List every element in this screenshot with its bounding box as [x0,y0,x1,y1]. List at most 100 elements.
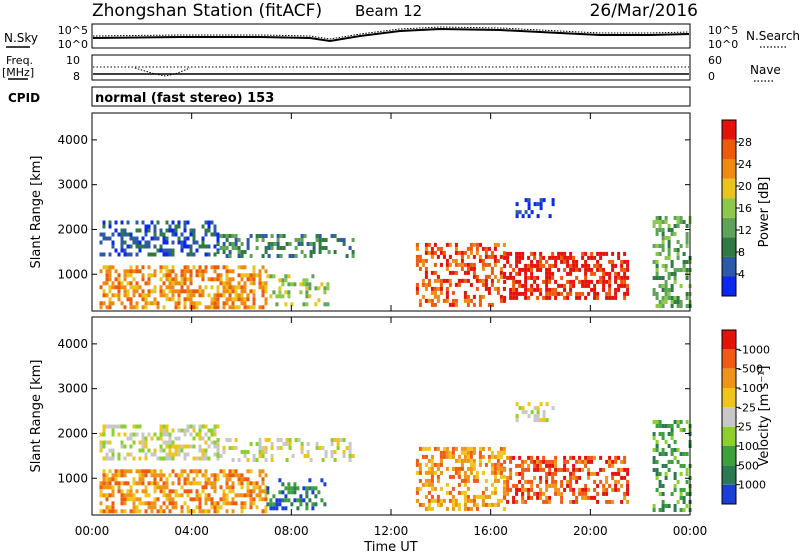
velocity-cell [153,505,157,510]
power-cell [168,285,172,290]
velocity-cell [506,455,510,460]
velocity-cell [261,454,265,458]
power-cell [261,238,265,242]
power-cell [222,301,226,306]
velocity-cell [679,496,683,500]
velocity-cell [144,509,148,514]
power-cell [667,292,671,296]
velocity-cell [165,477,169,482]
power-cell [451,302,455,307]
power-cell [309,242,313,246]
cpid-label: CPID [8,91,40,105]
velocity-cell [466,498,470,503]
velocity-cell [430,478,434,483]
power-cell [472,254,476,259]
velocity-cell [123,497,127,502]
velocity-cell [521,406,525,411]
velocity-cell [240,493,244,498]
power-cell [658,244,662,248]
power-cell [201,289,205,294]
velocity-cell [463,506,467,511]
velocity-cell [533,414,537,419]
power-cell [427,282,431,287]
power-cell [418,254,422,259]
power-cell [661,236,665,240]
power-cell [108,224,112,229]
velocity-cell [493,462,497,467]
velocity-cell [608,483,612,488]
velocity-cell [138,473,142,478]
power-cell [536,267,540,272]
power-cell [439,250,443,255]
velocity-cell [551,459,555,464]
power-cell [189,273,193,278]
velocity-colorbar-segment [722,465,736,485]
power-cell [515,291,519,296]
power-cell [287,282,291,287]
power-cell [219,246,223,250]
cpid-value: normal (fast stereo) 153 [95,91,274,106]
power-cell [454,282,458,287]
velocity-cell [225,477,229,482]
power-cell [132,289,136,294]
power-cell [679,268,683,272]
velocity-cell [673,508,677,512]
power-cell [231,269,235,274]
power-cell [658,304,662,308]
velocity-cell [512,455,516,460]
power-cell [198,265,202,270]
power-cell [204,252,208,257]
velocity-cell [439,470,443,475]
velocity-cell [484,494,488,499]
velocity-cell [506,479,510,484]
power-cell [186,244,190,249]
power-cell [466,262,470,267]
power-cell [602,287,606,292]
velocity-cell [676,460,680,464]
power-cell [676,240,680,244]
power-cell [198,269,202,274]
power-cell [186,293,190,298]
velocity-cell [177,477,181,482]
power-cell [302,302,306,307]
power-cell [502,298,506,303]
power-cell [165,220,169,225]
power-cell [424,250,428,255]
power-cell [183,273,187,278]
power-cell [490,270,494,275]
velocity-cell [117,489,121,494]
velocity-cell [201,456,205,461]
velocity-cell [602,483,606,488]
power-cell [430,270,434,275]
velocity-cell [207,436,211,441]
power-cell [249,305,253,310]
power-cell [457,262,461,267]
power-cell [201,293,205,298]
power-cell [661,244,665,248]
velocity-cell [123,481,127,486]
date-label: 26/Mar/2016 [590,1,698,21]
power-cell [463,270,467,275]
power-cell [222,293,226,298]
power-cell [515,279,519,284]
power-cell [421,258,425,263]
power-cell [445,298,449,303]
velocity-cell [655,460,659,464]
velocity-cell [102,473,106,478]
velocity-cell [135,505,139,510]
power-cell [192,232,196,237]
power-cell [661,300,665,304]
power-cell [153,224,157,229]
velocity-cell [518,406,522,411]
velocity-cell [216,454,220,458]
power-cell [484,246,488,251]
velocity-cell [147,432,151,437]
velocity-cell [192,428,196,433]
velocity-cell [105,473,109,478]
velocity-cell [658,492,662,496]
power-cell [147,240,151,245]
velocity-cell [204,452,208,457]
velocity-cell [527,414,531,419]
power-cell [144,297,148,302]
power-cell [318,234,322,238]
